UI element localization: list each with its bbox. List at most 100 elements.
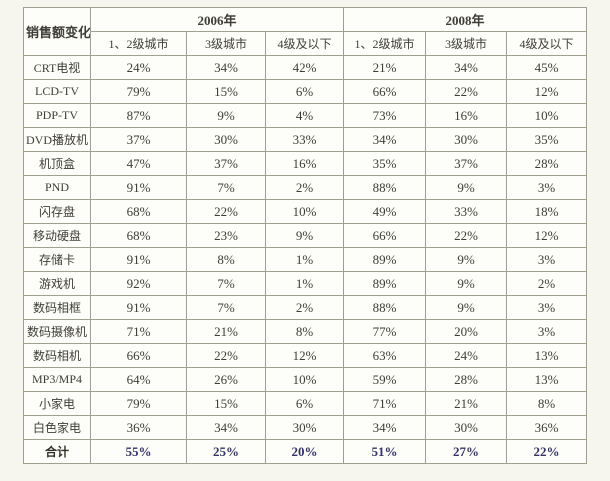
value-cell: 27%	[425, 439, 507, 464]
value-cell: 33%	[265, 127, 344, 152]
value-cell: 6%	[265, 391, 344, 416]
value-cell: 63%	[343, 343, 426, 368]
value-cell: 12%	[506, 79, 587, 104]
value-cell: 7%	[186, 175, 266, 200]
value-cell: 36%	[90, 415, 187, 440]
value-cell: 1%	[265, 271, 344, 296]
value-cell: 13%	[506, 343, 587, 368]
row-label: 白色家电	[23, 415, 91, 440]
value-cell: 34%	[186, 415, 266, 440]
table-row: DVD播放机 37% 30% 33% 34% 30% 35%	[23, 127, 587, 152]
value-cell: 22%	[186, 343, 266, 368]
row-label: 机顶盒	[23, 151, 91, 176]
value-cell: 34%	[186, 55, 266, 80]
value-cell: 18%	[506, 199, 587, 224]
value-cell: 55%	[90, 439, 187, 464]
table-row: 数码相框 91% 7% 2% 88% 9% 3%	[23, 295, 587, 320]
value-cell: 20%	[265, 439, 344, 464]
value-cell: 22%	[425, 79, 507, 104]
row-label: 数码相框	[23, 295, 91, 320]
value-cell: 30%	[425, 415, 507, 440]
value-cell: 10%	[506, 103, 587, 128]
value-cell: 37%	[90, 127, 187, 152]
value-cell: 2%	[265, 295, 344, 320]
value-cell: 15%	[186, 391, 266, 416]
value-cell: 68%	[90, 223, 187, 248]
value-cell: 12%	[265, 343, 344, 368]
value-cell: 1%	[265, 247, 344, 272]
value-cell: 77%	[343, 319, 426, 344]
value-cell: 22%	[186, 199, 266, 224]
value-cell: 16%	[265, 151, 344, 176]
value-cell: 92%	[90, 271, 187, 296]
value-cell: 64%	[90, 367, 187, 392]
tier-header-2008-tier3: 3级城市	[425, 31, 507, 56]
table-row: PND 91% 7% 2% 88% 9% 3%	[23, 175, 587, 200]
tier-header-2006-tier4: 4级及以下	[265, 31, 344, 56]
value-cell: 21%	[186, 319, 266, 344]
value-cell: 30%	[265, 415, 344, 440]
tier-header-2006-tier3: 3级城市	[186, 31, 266, 56]
row-label: 游戏机	[23, 271, 91, 296]
value-cell: 3%	[506, 247, 587, 272]
table-row: 移动硬盘 68% 23% 9% 66% 22% 12%	[23, 223, 587, 248]
value-cell: 7%	[186, 295, 266, 320]
table-row: 闪存盘 68% 22% 10% 49% 33% 18%	[23, 199, 587, 224]
value-cell: 24%	[90, 55, 187, 80]
value-cell: 2%	[265, 175, 344, 200]
value-cell: 26%	[186, 367, 266, 392]
value-cell: 79%	[90, 391, 187, 416]
row-label: DVD播放机	[23, 127, 91, 152]
value-cell: 3%	[506, 175, 587, 200]
value-cell: 9%	[425, 295, 507, 320]
value-cell: 59%	[343, 367, 426, 392]
value-cell: 2%	[506, 271, 587, 296]
value-cell: 66%	[343, 79, 426, 104]
value-cell: 42%	[265, 55, 344, 80]
table-row: LCD-TV 79% 15% 6% 66% 22% 12%	[23, 79, 587, 104]
value-cell: 8%	[265, 319, 344, 344]
value-cell: 10%	[265, 199, 344, 224]
table-row: 存储卡 91% 8% 1% 89% 9% 3%	[23, 247, 587, 272]
value-cell: 6%	[265, 79, 344, 104]
value-cell: 45%	[506, 55, 587, 80]
value-cell: 35%	[343, 151, 426, 176]
value-cell: 71%	[343, 391, 426, 416]
value-cell: 79%	[90, 79, 187, 104]
value-cell: 51%	[343, 439, 426, 464]
value-cell: 49%	[343, 199, 426, 224]
value-cell: 88%	[343, 175, 426, 200]
value-cell: 3%	[506, 319, 587, 344]
row-label: 存储卡	[23, 247, 91, 272]
value-cell: 47%	[90, 151, 187, 176]
value-cell: 22%	[506, 439, 587, 464]
value-cell: 22%	[425, 223, 507, 248]
row-label: CRT电视	[23, 55, 91, 80]
value-cell: 34%	[343, 415, 426, 440]
value-cell: 37%	[425, 151, 507, 176]
value-cell: 30%	[425, 127, 507, 152]
table-row: PDP-TV 87% 9% 4% 73% 16% 10%	[23, 103, 587, 128]
value-cell: 21%	[425, 391, 507, 416]
value-cell: 16%	[425, 103, 507, 128]
value-cell: 8%	[186, 247, 266, 272]
row-label: 闪存盘	[23, 199, 91, 224]
value-cell: 71%	[90, 319, 187, 344]
total-row: 合计 55% 25% 20% 51% 27% 22%	[23, 439, 587, 464]
value-cell: 68%	[90, 199, 187, 224]
row-label: 小家电	[23, 391, 91, 416]
value-cell: 24%	[425, 343, 507, 368]
row-label: 数码相机	[23, 343, 91, 368]
row-label: PDP-TV	[23, 103, 91, 128]
value-cell: 87%	[90, 103, 187, 128]
value-cell: 66%	[343, 223, 426, 248]
row-label: 移动硬盘	[23, 223, 91, 248]
year-header-2008: 2008年	[343, 7, 587, 32]
value-cell: 8%	[506, 391, 587, 416]
row-label: 数码摄像机	[23, 319, 91, 344]
table-row: 数码摄像机 71% 21% 8% 77% 20% 3%	[23, 319, 587, 344]
value-cell: 36%	[506, 415, 587, 440]
value-cell: 15%	[186, 79, 266, 104]
value-cell: 23%	[186, 223, 266, 248]
value-cell: 89%	[343, 247, 426, 272]
